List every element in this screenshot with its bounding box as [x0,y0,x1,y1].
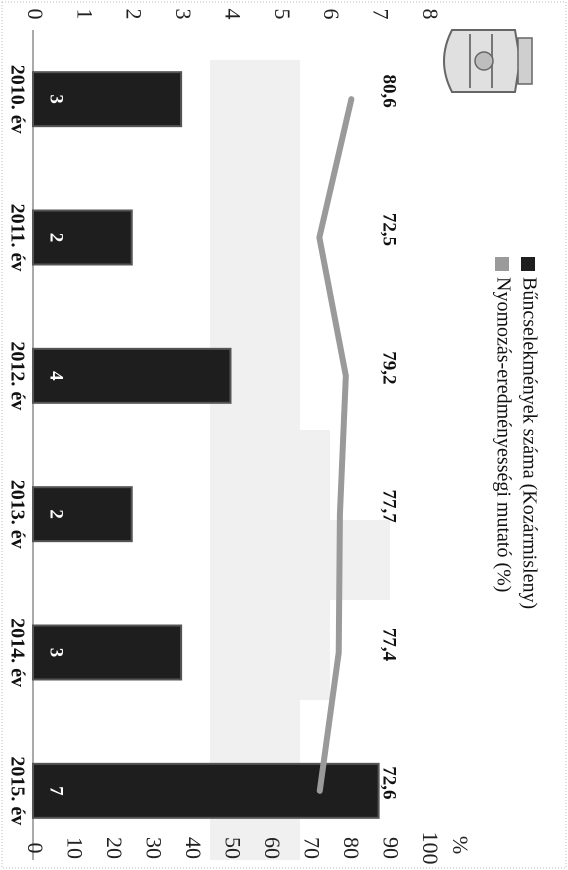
right-axis-tick: 0 [23,843,48,854]
line-data-label: 77,7 [379,490,400,524]
bar [32,762,380,819]
line-data-label: 72,6 [379,766,400,799]
line-series [316,96,355,794]
right-axis-tick: 30 [141,837,166,859]
right-axis-unit: % [448,836,473,854]
right-axis-tick: 60 [260,837,285,859]
bar-data-label: 7 [46,786,67,796]
legend-swatch-line [495,257,509,271]
right-axis-tick: 20 [102,837,127,859]
right-axis-tick: 90 [378,837,403,859]
right-axis-tick: 70 [299,837,324,859]
category-label: 2011. év [6,204,28,272]
category-label: 2014. év [6,618,28,687]
category-label: 2015. év [6,756,28,825]
category-label: 2010. év [6,65,28,134]
left-axis-tick: 4 [220,9,245,20]
right-axis-tick: 50 [220,837,245,859]
line-data-label: 80,6 [379,75,400,108]
category-label: 2012. év [6,341,28,410]
right-axis-tick: 10 [62,837,87,859]
left-axis-tick: 2 [122,9,147,20]
line-data-label: 77,4 [379,628,400,662]
left-axis-tick: 6 [319,9,344,20]
coat-of-arms-logo [443,29,533,93]
line-data-label: 72,5 [379,213,400,246]
right-axis-tick: 80 [339,837,364,859]
bar-data-label: 2 [46,509,67,519]
left-axis-tick: 8 [418,9,443,20]
bar [32,209,133,266]
bar-data-label: 4 [46,371,67,381]
right-axis-tick: 100 [418,832,443,865]
category-label: 2013. év [6,480,28,549]
bar [32,486,133,543]
bar-data-label: 3 [46,648,67,658]
legend-swatch-bars [521,257,535,271]
bar [32,624,183,681]
line-data-label: 79,2 [379,351,400,384]
left-axis-tick: 5 [270,9,295,20]
watermark-building [210,60,390,860]
right-axis-tick: 40 [181,837,206,859]
legend-label-line: Nyomozás-eredményességi mutató (%) [492,277,514,592]
left-axis-tick: 1 [72,9,97,20]
bar [32,347,232,404]
left-axis-tick: 3 [171,9,196,20]
bar [32,71,183,128]
bar-data-label: 3 [46,94,67,104]
left-axis-tick: 0 [23,9,48,20]
left-axis-tick: 7 [369,9,394,20]
bar-data-label: 2 [46,233,67,243]
legend-label-bars: Bűncselekmények száma (Kozármisleny) [518,277,540,609]
